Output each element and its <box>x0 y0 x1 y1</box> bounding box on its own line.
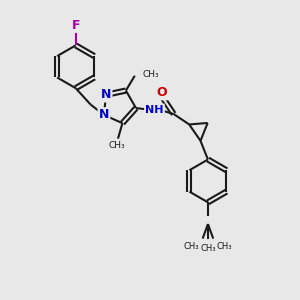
Text: N: N <box>99 108 109 122</box>
Text: CH₃: CH₃ <box>108 141 125 150</box>
Text: CH₃: CH₃ <box>184 242 199 251</box>
Text: CH₃: CH₃ <box>217 242 232 251</box>
Text: NH: NH <box>145 105 164 115</box>
Text: N: N <box>101 88 111 101</box>
Text: F: F <box>71 19 80 32</box>
Text: O: O <box>157 86 167 99</box>
Text: CH₃: CH₃ <box>142 70 159 79</box>
Text: CH₃: CH₃ <box>200 244 216 253</box>
